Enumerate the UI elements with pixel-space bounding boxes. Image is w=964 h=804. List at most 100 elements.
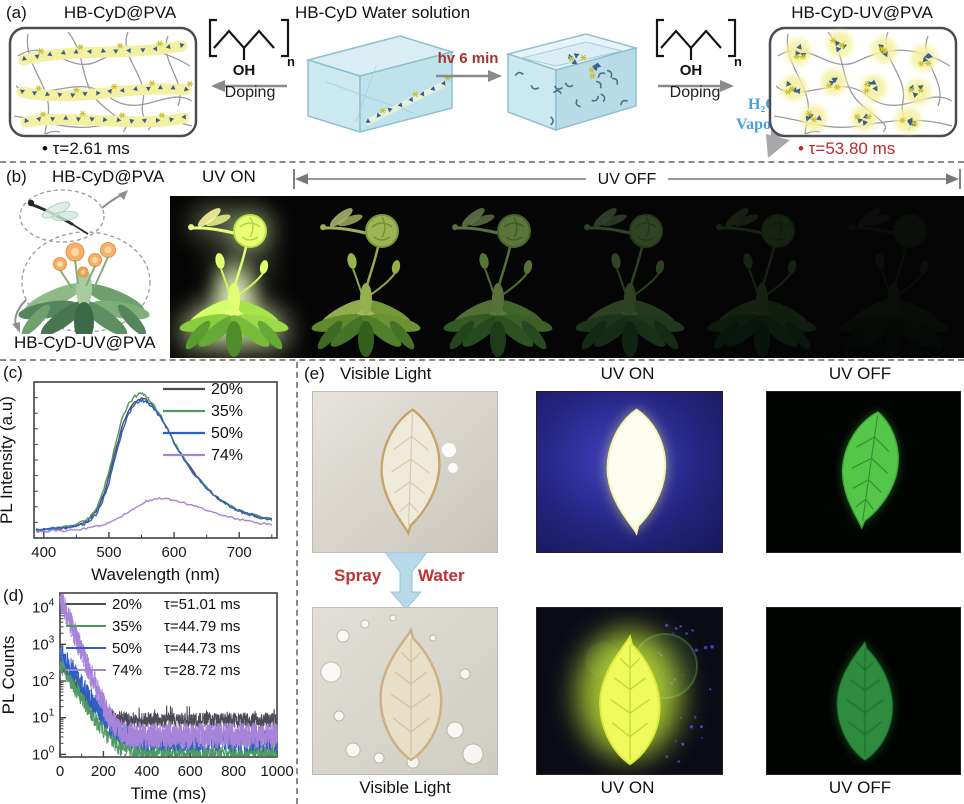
film1-tau-value: • τ=2.61 ms bbox=[42, 139, 130, 158]
svg-text:0: 0 bbox=[56, 763, 64, 780]
svg-text:Time (ms): Time (ms) bbox=[131, 784, 207, 803]
water-box-before-uv bbox=[305, 35, 455, 134]
photo-leaf-visible-dry bbox=[313, 392, 497, 552]
plant-flowers bbox=[53, 242, 116, 289]
photo-uv-on bbox=[170, 196, 302, 359]
film1-title: HB-CyD@PVA bbox=[63, 3, 177, 22]
label-uv-on-bottom: UV ON bbox=[600, 778, 655, 797]
svg-text:700: 700 bbox=[227, 544, 252, 561]
divider-b-cde bbox=[0, 359, 964, 361]
svg-text:400: 400 bbox=[134, 763, 159, 780]
svg-text:Wavelength (nm): Wavelength (nm) bbox=[91, 565, 220, 584]
svg-text:104: 104 bbox=[32, 598, 55, 617]
svg-text:800: 800 bbox=[221, 763, 246, 780]
svg-text:1000: 1000 bbox=[260, 763, 293, 780]
uv-off-label-b: UV OFF bbox=[598, 171, 657, 188]
film1-network-illustration bbox=[8, 26, 198, 138]
svg-text:600: 600 bbox=[178, 763, 203, 780]
doping-label-right: Doping bbox=[669, 84, 721, 101]
arrow-to-bottom-label-icon bbox=[12, 299, 27, 333]
title-visible-light-top: Visible Light bbox=[340, 364, 432, 383]
uv-on-label-b: UV ON bbox=[202, 167, 256, 186]
pva-oh-label: OH bbox=[233, 62, 256, 79]
svg-text:400: 400 bbox=[31, 544, 56, 561]
label-uv-off-bottom: UV OFF bbox=[828, 778, 892, 797]
pva-n-label-2: n bbox=[734, 54, 742, 69]
title-uv-off-top: UV OFF bbox=[828, 364, 892, 383]
plant-artwork-illustration bbox=[12, 189, 151, 334]
svg-text:100: 100 bbox=[32, 744, 55, 763]
svg-text:τ=51.01 ms: τ=51.01 ms bbox=[164, 596, 240, 613]
panel-b-bottom-label: HB-CyD-UV@PVA bbox=[14, 333, 156, 352]
water-box-after-uv bbox=[505, 33, 639, 132]
panel-d-label: (d) bbox=[3, 586, 24, 605]
svg-text:200: 200 bbox=[91, 763, 116, 780]
svg-text:35%: 35% bbox=[211, 403, 243, 420]
uv-speckles bbox=[657, 623, 714, 763]
svg-text:50%: 50% bbox=[211, 425, 243, 442]
svg-text:PL Intensity (a.u): PL Intensity (a.u) bbox=[0, 396, 16, 524]
pva-structure-right: OH n bbox=[655, 18, 742, 92]
pva-structure-left: OH n bbox=[208, 18, 295, 92]
photo-afterglow-5 bbox=[830, 196, 962, 359]
svg-text:102: 102 bbox=[32, 671, 55, 690]
photo-afterglow-2 bbox=[434, 196, 566, 359]
cut-chain-fragments bbox=[514, 69, 629, 126]
doping-arrow-left-icon bbox=[211, 80, 287, 92]
svg-text:500: 500 bbox=[96, 544, 121, 561]
photo-afterglow-1 bbox=[302, 196, 434, 359]
svg-text:20%: 20% bbox=[112, 596, 142, 613]
water-label: Water bbox=[418, 566, 465, 585]
svg-text:50%: 50% bbox=[112, 640, 142, 657]
svg-text:74%: 74% bbox=[211, 447, 243, 464]
photo-leaf-uv-off-dry bbox=[767, 392, 960, 552]
photo-leaf-uv-off-wet bbox=[767, 608, 960, 774]
panel-c-label: (c) bbox=[3, 363, 23, 382]
divider-a-b bbox=[0, 161, 964, 163]
svg-text:PL Counts: PL Counts bbox=[0, 636, 18, 715]
panel-e-label: (e) bbox=[304, 364, 325, 383]
dashed-outline-dragonfly bbox=[19, 189, 105, 243]
solution-title: HB-CyD Water solution bbox=[294, 3, 471, 22]
svg-text:20%: 20% bbox=[211, 381, 243, 398]
spray-arrow-icon bbox=[384, 552, 428, 610]
pl-decay-chart: 0 200 400 600 800 1000 100 101 102 103 104 Time (ms… bbox=[0, 592, 294, 803]
spray-label: Spray bbox=[334, 566, 382, 585]
photo-leaf-visible-wet bbox=[313, 608, 497, 774]
doping-label-left: Doping bbox=[224, 84, 276, 101]
water-droplets bbox=[320, 614, 484, 769]
svg-text:600: 600 bbox=[162, 544, 187, 561]
label-visible-light-bottom: Visible Light bbox=[359, 778, 451, 797]
panel-a-label: (a) bbox=[6, 3, 27, 22]
vapor-label: Vapor bbox=[736, 116, 779, 133]
film2-network-illustration bbox=[768, 26, 958, 138]
pl-spectrum-chart: 400 500 600 700 Wavelength (nm) PL Intensity … bbox=[0, 381, 278, 584]
curved-arrow-head bbox=[766, 134, 790, 158]
photo-afterglow-3 bbox=[566, 196, 698, 359]
uv-off-span-arrow: UV OFF bbox=[293, 167, 961, 191]
dragonfly-illustration bbox=[27, 199, 89, 235]
film2-title: HB-CyD-UV@PVA bbox=[791, 3, 933, 22]
photo-leaf-uv-on-dry bbox=[537, 392, 722, 552]
svg-text:74%: 74% bbox=[112, 662, 142, 679]
pva-n-label: n bbox=[287, 54, 295, 69]
svg-text:τ=28.72 ms: τ=28.72 ms bbox=[164, 662, 240, 679]
doping-arrow-right-icon bbox=[658, 80, 734, 92]
doped-chains bbox=[16, 40, 194, 128]
svg-text:τ=44.79 ms: τ=44.79 ms bbox=[164, 618, 240, 635]
panel-b-top-label: HB-CyD@PVA bbox=[52, 167, 165, 186]
pva-oh-label-2: OH bbox=[680, 62, 703, 79]
panel-b-label: (b) bbox=[6, 167, 27, 186]
plant-illustration bbox=[18, 242, 150, 334]
divider-cd-e bbox=[296, 362, 298, 804]
film2-tau-value: • τ=53.80 ms bbox=[798, 139, 896, 158]
photo-afterglow-4 bbox=[698, 196, 830, 359]
photo-leaf-uv-on-wet bbox=[537, 608, 722, 774]
title-uv-on-top: UV ON bbox=[600, 364, 655, 383]
afterglow-photo-strip bbox=[170, 196, 964, 359]
svg-text:τ=44.73 ms: τ=44.73 ms bbox=[164, 640, 240, 657]
svg-text:35%: 35% bbox=[112, 618, 142, 635]
hv-arrow-icon bbox=[436, 70, 502, 82]
hv-exposure-label: hv 6 min bbox=[437, 50, 499, 67]
